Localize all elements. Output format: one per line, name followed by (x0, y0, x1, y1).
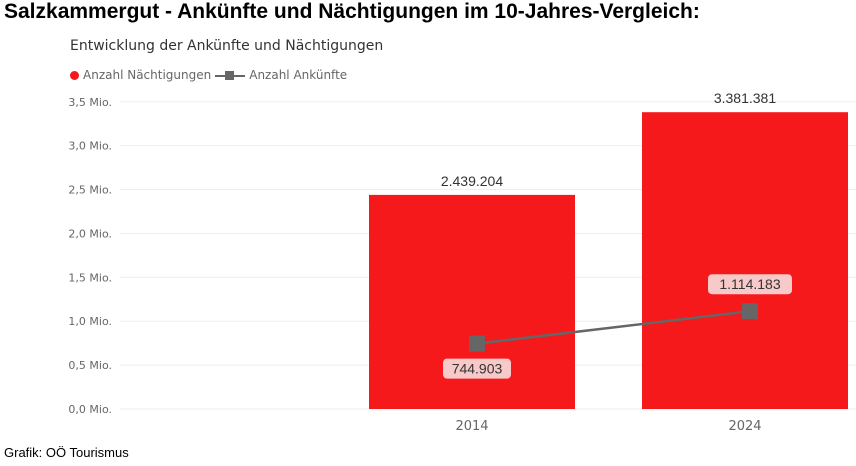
bar-naechtigungen (642, 112, 848, 410)
x-tick-label: 2024 (728, 419, 761, 434)
bar-data-label: 2.439.204 (441, 173, 503, 189)
legend-item-naechtigungen[interactable]: Anzahl Nächtigungen (70, 68, 211, 82)
line-point-ankuenfte (469, 335, 485, 352)
line-point-ankuenfte (742, 303, 758, 320)
legend-label-naechtigungen: Anzahl Nächtigungen (83, 68, 212, 82)
line-data-label-box (708, 274, 792, 295)
chart-plot-area: 0,0 Mio. 0,5 Mio. 1,0 Mio. 1,5 Mio. 2,0 Mio.… (68, 90, 856, 434)
line-data-label-box (443, 358, 511, 379)
legend-item-ankuenfte[interactable]: Anzahl Ankünfte (215, 68, 347, 82)
y-tick-label: 2,0 Mio. (68, 227, 112, 240)
legend-bar-marker-icon (70, 70, 79, 80)
chart-legend: Anzahl Nächtigungen Anzahl Ankünfte (70, 66, 351, 84)
y-tick-label: 2,5 Mio. (68, 184, 112, 197)
line-data-label: 744.903 (452, 361, 503, 377)
legend-label-ankuenfte: Anzahl Ankünfte (249, 68, 348, 82)
bar-data-label: 3.381.381 (714, 90, 776, 106)
chart-title: Entwicklung der Ankünfte und Nächtigunge… (70, 38, 384, 54)
source-note: Grafik: OÖ Tourismus (4, 445, 129, 460)
y-tick-label: 3,5 Mio. (68, 96, 112, 109)
page-title: Salzkammergut - Ankünfte und Nächtigunge… (4, 0, 700, 23)
legend-line-marker-icon (215, 70, 246, 80)
y-tick-label: 0,5 Mio. (68, 359, 112, 372)
line-data-label: 1.114.183 (719, 276, 780, 292)
y-tick-label: 3,0 Mio. (68, 140, 112, 153)
y-tick-label: 0,0 Mio. (68, 403, 112, 416)
y-tick-label: 1,5 Mio. (68, 271, 112, 284)
y-tick-label: 1,0 Mio. (68, 315, 112, 328)
line-ankuenfte (476, 309, 751, 345)
x-tick-label: 2014 (455, 419, 488, 434)
